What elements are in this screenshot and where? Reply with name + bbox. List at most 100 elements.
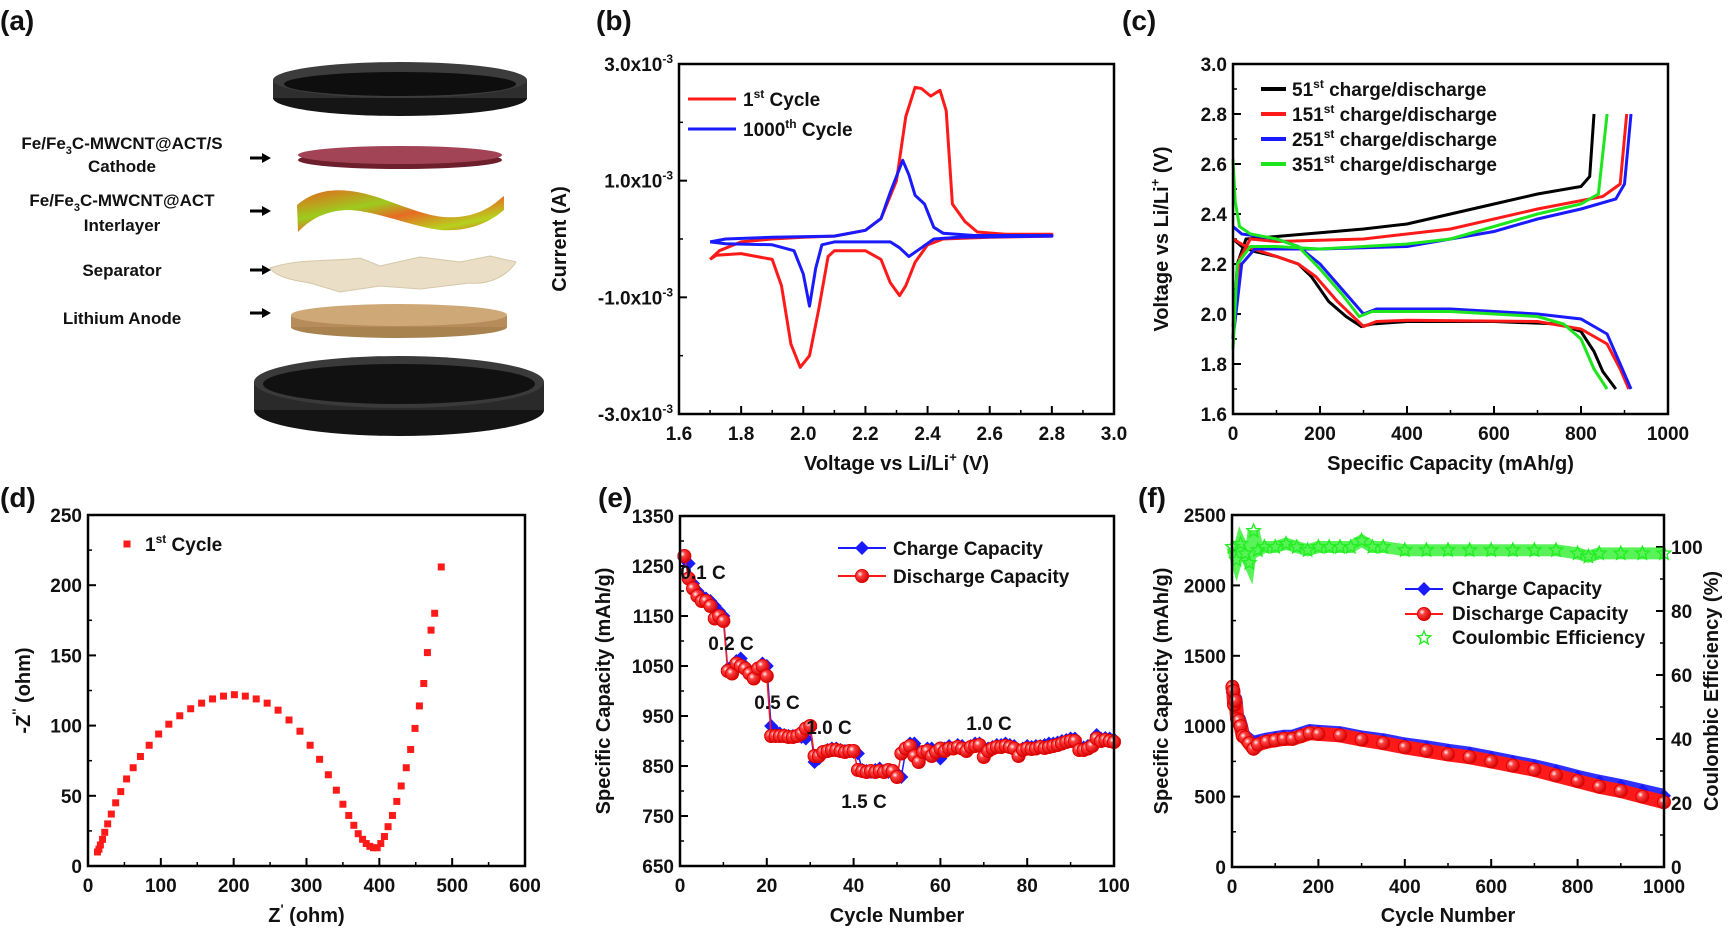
y-axis-right-title: Coulombic Efficiency (%) — [1701, 571, 1723, 811]
layer-label: Fe/Fe3C-MWCNT@ACT/S — [21, 134, 222, 157]
text-part: Z — [268, 905, 280, 927]
cathode-disc — [298, 146, 502, 169]
data-point — [316, 755, 324, 763]
data-point — [366, 842, 374, 850]
data-point — [198, 699, 206, 707]
y-right-tick-label: 40 — [1671, 730, 1692, 751]
y-tick-label: 1.6 — [1201, 405, 1227, 426]
text-part: (V) — [957, 453, 989, 475]
discharge-point — [703, 599, 718, 613]
rate-annotation: 1.0 C — [806, 718, 852, 739]
star-point — [1547, 541, 1565, 558]
circle-point — [1441, 747, 1455, 762]
y-right-tick-label: 100 — [1671, 538, 1703, 559]
legend-marker — [1417, 607, 1431, 621]
y-tick-label: 200 — [50, 576, 82, 597]
star-point — [1232, 534, 1250, 552]
data-point — [95, 845, 103, 853]
separator-sheet — [269, 255, 517, 293]
text-part: Charge Capacity — [893, 539, 1043, 560]
data-point — [362, 840, 370, 848]
layer-label-line2: Cathode — [88, 157, 156, 176]
star-point — [1245, 522, 1263, 539]
layer-label: Fe/Fe3C-MWCNT@ACT — [29, 191, 215, 214]
superscript: ' — [281, 902, 284, 917]
data-point — [415, 702, 423, 710]
superscript: th — [785, 117, 796, 131]
x-tick-label: 400 — [1391, 424, 1423, 445]
plot-frame — [678, 514, 1116, 868]
text-part: charge/discharge — [1324, 80, 1487, 101]
text-part: Lithium Anode — [63, 309, 181, 328]
x-tick-label: 1000 — [1647, 424, 1689, 445]
discharge-point — [759, 669, 774, 683]
legend-marker — [1415, 629, 1433, 646]
circle-point — [1592, 779, 1607, 794]
layer-label-line2: Interlayer — [84, 216, 161, 235]
chart-panel-c: (c) 0 200 400 600 800 1000 1.6 1.8 2.0 2.2 2.4 2.6 2.… — [1122, 5, 1689, 475]
plot-area — [677, 549, 1121, 784]
star-point — [1249, 541, 1267, 558]
x-tick-label: 400 — [363, 876, 395, 897]
circle-point — [1635, 789, 1650, 804]
y-tick-label: 2500 — [1184, 506, 1226, 527]
subscript: 3 — [74, 202, 80, 214]
circle-point — [1570, 774, 1585, 789]
arrow-icon — [250, 308, 271, 318]
y-right-tick-label: 80 — [1671, 602, 1692, 623]
data-point — [285, 716, 293, 724]
star-point — [1277, 535, 1295, 552]
legend-label: Charge Capacity — [893, 539, 1043, 560]
plot-frame — [1231, 62, 1670, 416]
star-point — [1461, 541, 1479, 558]
x-tick-label: 40 — [843, 876, 864, 897]
legend-marker — [123, 540, 131, 548]
charge-curve — [1231, 113, 1609, 350]
legend-label: 1st Cycle — [145, 532, 222, 556]
y-tick-label: 100 — [50, 717, 82, 738]
x-axis-title: Specific Capacity (mAh/g) — [1327, 453, 1574, 475]
y-tick-label: 0 — [71, 857, 82, 878]
star-point — [1439, 541, 1457, 558]
circle-point — [1354, 732, 1369, 747]
y-tick-label: 750 — [642, 807, 674, 828]
star-point — [1299, 541, 1317, 558]
plot-area — [93, 563, 445, 856]
axes: 0 100 200 300 400 500 600 0 50 100 150 200 250 — [50, 506, 541, 897]
superscript: st — [1324, 102, 1335, 116]
data-point — [306, 741, 314, 749]
y-axis-title: -Z'' (ohm) — [10, 647, 35, 733]
star-point — [1525, 541, 1543, 558]
y-tick-label: 2.0 — [1201, 305, 1227, 326]
bottom-cap — [254, 356, 544, 436]
text-part: Coulombic Efficiency — [1452, 628, 1646, 649]
panel-label: (b) — [596, 5, 632, 36]
plot-frame — [86, 513, 527, 868]
discharge-point — [846, 744, 861, 758]
y-tick-label: 250 — [50, 506, 82, 527]
x-axis-title: Z' (ohm) — [268, 902, 344, 927]
y-tick-label: 3.0x10-3 — [604, 52, 673, 76]
y-tick-label: 1500 — [1184, 647, 1226, 668]
y-axis-title: Specific Capacity (mAh/g) — [1151, 568, 1173, 815]
text-part: Current (A) — [549, 186, 571, 292]
x-tick-label: 600 — [1478, 424, 1510, 445]
axes: 0 200 400 600 800 1000 1.6 1.8 2.0 2.2 2.4 2.6 2.8 3.… — [1201, 55, 1690, 445]
x-tick-label: 60 — [930, 876, 951, 897]
star-point — [1353, 531, 1371, 548]
y-axis-title: Specific Capacity (mAh/g) — [593, 568, 615, 815]
y-tick-label: -1.0x10-3 — [598, 285, 673, 309]
data-point — [96, 841, 104, 849]
x-axis-title: Voltage vs Li/Li+ (V) — [804, 450, 989, 475]
rate-annotation: 1.0 C — [966, 714, 1012, 735]
data-point — [155, 730, 163, 738]
x-tick-label: 0 — [83, 876, 94, 897]
y-tick-label: 1050 — [632, 657, 674, 678]
x-tick-label: 0 — [675, 876, 686, 897]
data-point — [384, 823, 392, 831]
text-part: charge/discharge — [1334, 155, 1497, 176]
text-part: charge/discharge — [1334, 130, 1497, 151]
x-tick-label: 3.0 — [1101, 424, 1127, 445]
text-part: 251 — [1292, 130, 1324, 151]
